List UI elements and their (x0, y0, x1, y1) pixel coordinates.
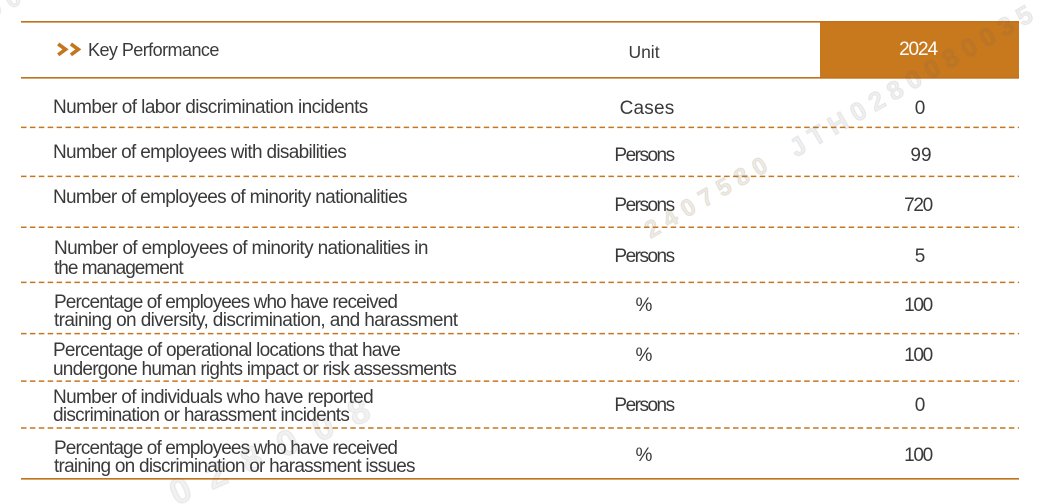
svg-text:005: 005 (0, 0, 51, 24)
svg-text:2407580 JTH0280080035: 2407580 JTH0280080035 (640, 0, 1044, 246)
svg-text:028008: 028008 (163, 381, 394, 504)
